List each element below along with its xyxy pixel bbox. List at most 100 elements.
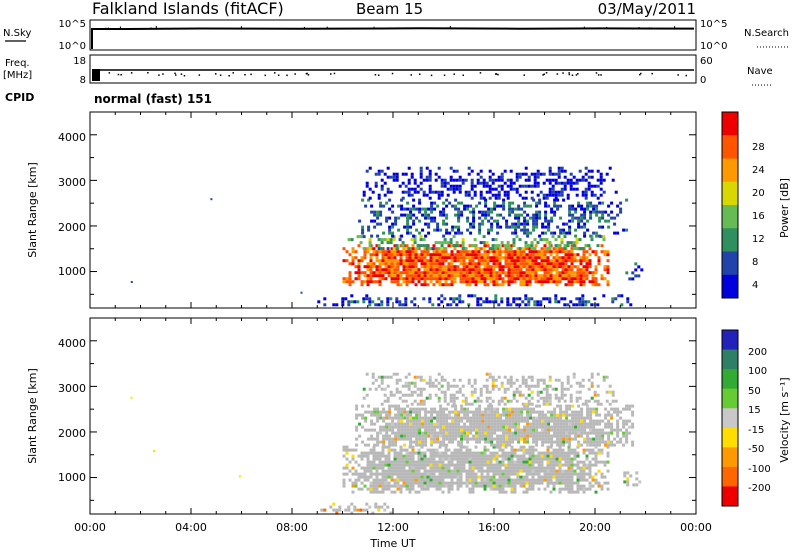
scatter-cell bbox=[569, 184, 573, 188]
scatter-cell bbox=[405, 256, 409, 260]
scatter-cell bbox=[576, 271, 580, 275]
scatter-cell bbox=[429, 259, 433, 263]
scatter-cell bbox=[588, 460, 592, 464]
nave-dot bbox=[274, 72, 276, 74]
scatter-cell bbox=[451, 425, 455, 429]
scatter-cell bbox=[375, 466, 379, 470]
scatter-cell bbox=[463, 410, 467, 414]
scatter-cell bbox=[454, 213, 458, 217]
scatter-cell bbox=[613, 407, 617, 411]
scatter-cell bbox=[453, 253, 457, 257]
scatter-cell bbox=[408, 262, 412, 266]
scatter-cell bbox=[419, 166, 423, 170]
scatter-cell bbox=[375, 265, 379, 269]
scatter-cell bbox=[600, 484, 604, 488]
scatter-cell bbox=[397, 228, 401, 232]
scatter-cell bbox=[479, 193, 483, 197]
scatter-cell bbox=[442, 431, 446, 435]
nave-dot bbox=[651, 72, 653, 75]
scatter-cell bbox=[433, 228, 437, 232]
scatter-cell bbox=[413, 303, 417, 307]
scatter-cell bbox=[459, 481, 463, 485]
scatter-cell bbox=[558, 451, 562, 455]
scatter-cell bbox=[528, 463, 532, 467]
scatter-cell bbox=[380, 303, 384, 307]
scatter-cell bbox=[457, 207, 461, 211]
scatter-cell bbox=[585, 457, 589, 461]
scatter-cell bbox=[411, 445, 415, 449]
scatter-cell bbox=[554, 196, 558, 200]
scatter-cell bbox=[626, 477, 630, 481]
scatter-cell bbox=[508, 410, 512, 414]
scatter-cell bbox=[608, 402, 612, 406]
scatter-cell bbox=[514, 428, 518, 432]
scatter-cell bbox=[573, 271, 577, 275]
scatter-cell bbox=[450, 481, 454, 485]
nave-dot bbox=[391, 72, 394, 75]
scatter-cell bbox=[444, 280, 448, 284]
scatter-cell bbox=[408, 484, 412, 488]
scatter-cell bbox=[513, 466, 517, 470]
scatter-cell bbox=[519, 283, 523, 287]
scatter-cell bbox=[495, 271, 499, 275]
scatter-cell bbox=[616, 428, 620, 432]
scatter-cell bbox=[399, 448, 403, 452]
scatter-cell bbox=[447, 271, 451, 275]
scatter-cell bbox=[456, 460, 460, 464]
scatter-cell bbox=[549, 274, 553, 278]
scatter-cell bbox=[399, 259, 403, 263]
scatter-cell bbox=[575, 238, 579, 242]
scatter-cell bbox=[513, 268, 517, 272]
scatter-cell bbox=[555, 271, 559, 275]
scatter-cell bbox=[516, 466, 520, 470]
scatter-cell bbox=[378, 280, 382, 284]
scatter-cell bbox=[596, 372, 600, 376]
scatter-cell bbox=[460, 404, 464, 408]
scatter-cell bbox=[516, 268, 520, 272]
scatter-cell bbox=[401, 393, 405, 397]
scatter-cell bbox=[582, 469, 586, 473]
scatter-cell bbox=[594, 460, 598, 464]
scatter-cell bbox=[467, 190, 471, 194]
scatter-cell bbox=[366, 283, 370, 287]
scatter-cell bbox=[375, 490, 379, 494]
scatter-cell bbox=[478, 222, 482, 226]
scatter-cell bbox=[593, 193, 597, 197]
scatter-cell bbox=[379, 201, 383, 205]
scatter-cell bbox=[546, 277, 550, 281]
scatter-cell bbox=[574, 413, 578, 417]
scatter-cell bbox=[494, 178, 498, 182]
scatter-cell bbox=[406, 437, 410, 441]
scatter-cell bbox=[481, 416, 485, 420]
scatter-cell bbox=[537, 253, 541, 257]
scatter-cell bbox=[496, 425, 500, 429]
scatter-cell bbox=[426, 283, 430, 287]
scatter-cell bbox=[540, 457, 544, 461]
scatter-cell bbox=[474, 454, 478, 458]
scatter-cell bbox=[413, 399, 417, 403]
scatter-cell bbox=[372, 274, 376, 278]
scatter-cell bbox=[439, 228, 443, 232]
scatter-cell bbox=[570, 469, 574, 473]
scatter-cell bbox=[372, 250, 376, 254]
scatter-cell bbox=[438, 268, 442, 272]
scatter-cell bbox=[517, 410, 521, 414]
scatter-cell bbox=[428, 384, 432, 388]
scatter-cell bbox=[590, 238, 594, 242]
scatter-cell bbox=[552, 274, 556, 278]
scatter-cell bbox=[401, 303, 405, 307]
scatter-cell bbox=[372, 445, 376, 449]
scatter-cell bbox=[478, 228, 482, 232]
scatter-cell bbox=[411, 271, 415, 275]
scatter-cell bbox=[377, 196, 381, 200]
scatter-cell bbox=[393, 490, 397, 494]
scatter-cell bbox=[524, 294, 528, 298]
scatter-cell bbox=[400, 419, 404, 423]
scatter-cell bbox=[501, 454, 505, 458]
scatter-cell bbox=[440, 178, 444, 182]
scatter-cell bbox=[375, 259, 379, 263]
scatter-cell bbox=[409, 443, 413, 447]
scatter-cell bbox=[539, 303, 543, 307]
scatter-cell bbox=[565, 419, 569, 423]
scatter-cell bbox=[606, 454, 610, 458]
